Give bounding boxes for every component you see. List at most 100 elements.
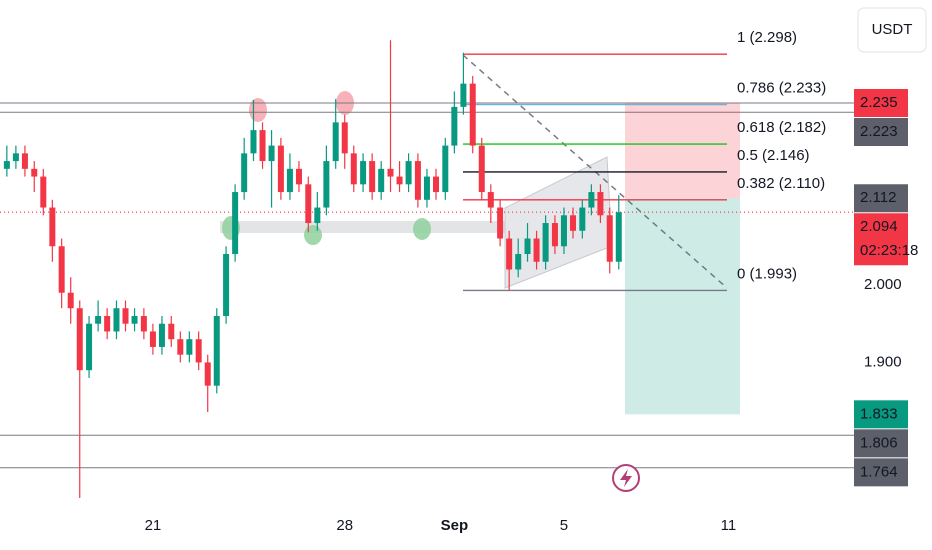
x-tick-label: 21 bbox=[145, 517, 162, 534]
candle-body bbox=[177, 339, 184, 355]
price-label-box bbox=[854, 400, 908, 429]
candle-body bbox=[158, 323, 165, 347]
candle-body bbox=[323, 161, 330, 208]
candle-body bbox=[140, 315, 147, 332]
stop-zone bbox=[625, 103, 740, 199]
price-label-box bbox=[854, 184, 908, 213]
candle-body bbox=[241, 153, 248, 193]
x-tick-label: 11 bbox=[721, 517, 737, 534]
price-label: 02:23:18 bbox=[860, 242, 918, 259]
candle-body bbox=[12, 153, 19, 162]
y-tick-label: 2.000 bbox=[864, 276, 902, 293]
candle-body bbox=[378, 168, 385, 193]
candle-body bbox=[295, 168, 302, 185]
fib-label: 0.382 (2.110) bbox=[737, 175, 825, 192]
currency-box[interactable] bbox=[857, 7, 927, 53]
candle-body bbox=[305, 184, 312, 224]
candle-body bbox=[497, 207, 504, 239]
candle-body bbox=[67, 292, 74, 309]
candle-body bbox=[195, 339, 202, 363]
candle-body bbox=[104, 315, 111, 332]
candle-body bbox=[286, 168, 293, 193]
support-marker bbox=[413, 218, 431, 240]
candle-body bbox=[579, 207, 586, 231]
x-tick-label: 28 bbox=[336, 517, 353, 534]
candle-body bbox=[524, 238, 531, 255]
candle-body bbox=[588, 192, 595, 208]
candle-body bbox=[131, 315, 138, 324]
candle-body bbox=[213, 315, 220, 386]
price-label: 1.806 bbox=[860, 434, 898, 451]
price-label-box bbox=[854, 458, 908, 487]
target-zone bbox=[625, 198, 740, 415]
y-tick-label: 1.900 bbox=[864, 353, 902, 370]
candle-body bbox=[277, 145, 284, 193]
candle-body bbox=[533, 238, 540, 262]
candle-body bbox=[332, 122, 339, 162]
candle-body bbox=[423, 176, 430, 200]
candle-body bbox=[149, 331, 156, 347]
candle-body bbox=[360, 161, 367, 185]
support-marker bbox=[304, 225, 322, 245]
currency-label[interactable]: USDT bbox=[872, 21, 913, 38]
fib-label: 0 (1.993) bbox=[737, 265, 797, 282]
fib-label: 0.618 (2.182) bbox=[737, 119, 826, 136]
candle-body bbox=[250, 130, 257, 154]
top-marker bbox=[249, 98, 267, 122]
candle-body bbox=[451, 106, 458, 146]
fib-label: 0.5 (2.146) bbox=[737, 147, 810, 164]
x-tick-label: Sep bbox=[441, 517, 469, 534]
candle-body bbox=[460, 83, 467, 107]
price-label-box bbox=[854, 118, 908, 146]
candle-body bbox=[396, 176, 403, 185]
candle-body bbox=[487, 192, 494, 208]
candle-body bbox=[186, 339, 193, 355]
candle-body bbox=[3, 161, 10, 169]
candle-body bbox=[268, 145, 275, 162]
candle-body bbox=[615, 212, 622, 262]
neckline-band bbox=[220, 221, 508, 233]
price-label: 1.833 bbox=[860, 405, 898, 422]
candle-body bbox=[95, 315, 102, 324]
currency-button[interactable]: USDT bbox=[857, 7, 927, 53]
alert-bolt[interactable] bbox=[620, 469, 632, 487]
candle-body bbox=[49, 207, 56, 247]
candle-body bbox=[369, 161, 376, 193]
candle-body bbox=[168, 323, 175, 340]
candle-body bbox=[314, 207, 321, 224]
price-label: 2.223 bbox=[860, 123, 898, 140]
candle-body bbox=[76, 308, 83, 371]
x-tick-label: 5 bbox=[560, 517, 568, 534]
candle-body bbox=[232, 192, 239, 255]
candle-body bbox=[204, 362, 211, 386]
candle-body bbox=[432, 176, 439, 193]
candle-body bbox=[341, 122, 348, 154]
candle-body bbox=[31, 168, 38, 177]
candle-body bbox=[560, 215, 567, 247]
candle-body bbox=[58, 246, 65, 293]
price-label-box bbox=[854, 89, 908, 117]
candle-body bbox=[542, 223, 549, 262]
candle-body bbox=[551, 223, 558, 247]
candle-body bbox=[515, 254, 522, 270]
candle-body bbox=[40, 176, 47, 208]
candle-body bbox=[113, 308, 120, 332]
candle-body bbox=[414, 161, 421, 200]
candle-body bbox=[570, 215, 577, 231]
price-label: 2.235 bbox=[860, 94, 898, 111]
candle-body bbox=[597, 192, 604, 216]
candle-body bbox=[478, 145, 485, 193]
candle-body bbox=[122, 308, 129, 324]
alert-icon[interactable] bbox=[612, 464, 640, 492]
price-label: 2.094 bbox=[860, 218, 898, 235]
price-label: 2.112 bbox=[860, 189, 896, 206]
candle-body bbox=[21, 153, 28, 169]
fib-label: 1 (2.298) bbox=[737, 29, 797, 46]
candle-body bbox=[223, 254, 230, 316]
candle-body bbox=[469, 83, 476, 146]
candle-body bbox=[405, 161, 412, 185]
price-label: 1.764 bbox=[860, 463, 898, 480]
price-label-box bbox=[854, 213, 908, 266]
